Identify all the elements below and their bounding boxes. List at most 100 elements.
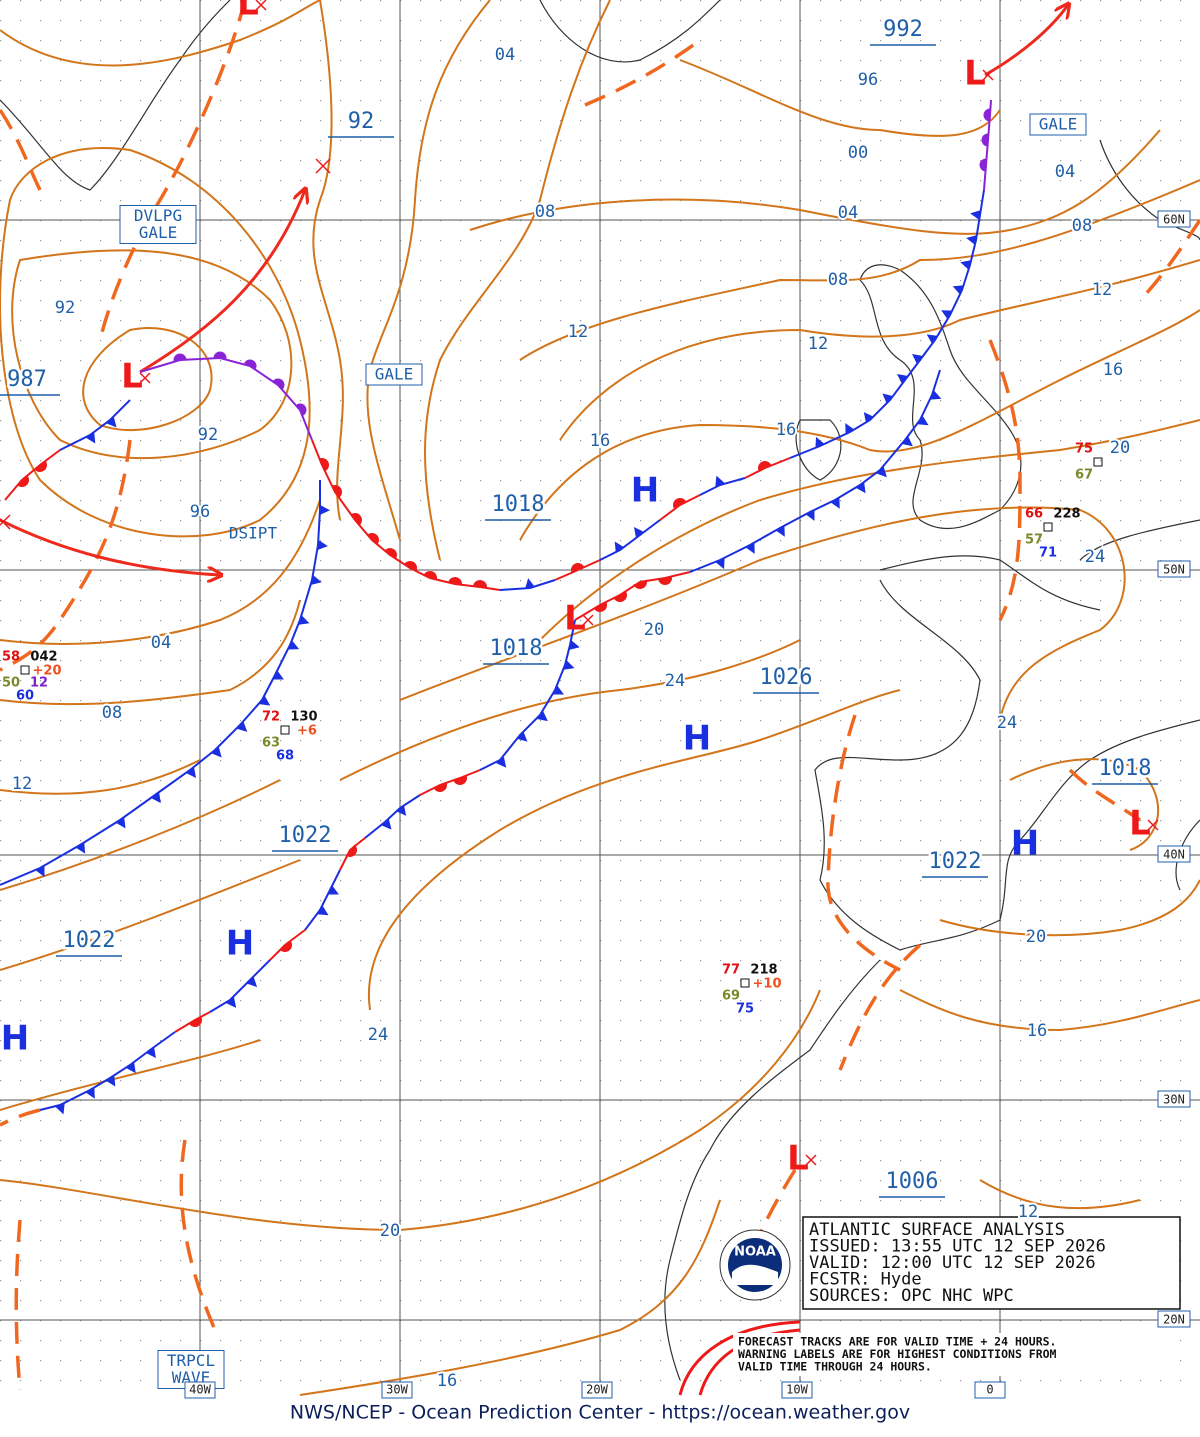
isobar-label: 12 <box>808 334 828 354</box>
isobar-label: 20 <box>644 620 664 640</box>
station-marker <box>1043 522 1053 532</box>
isobar-label: 24 <box>665 671 685 691</box>
lon-box <box>581 1381 613 1399</box>
lat-box <box>1157 210 1191 228</box>
station-marker <box>20 665 30 675</box>
warning-box <box>119 205 197 244</box>
station-dewpoint: 69 <box>722 989 740 1004</box>
isobar-label: 12 <box>12 774 32 794</box>
station-extra: 12 <box>30 676 48 691</box>
station-temp: 66 <box>1025 507 1043 522</box>
longitude-label: 30W <box>386 1383 408 1397</box>
track-end <box>0 514 11 527</box>
low-x <box>139 372 151 384</box>
station-sea: 75 <box>736 1002 754 1017</box>
isobar-label: 16 <box>1027 1021 1047 1041</box>
forecast-note: FORECAST TRACKS ARE FOR VALID TIME + 24 … <box>738 1335 1057 1349</box>
footer: NWS/NCEP - Ocean Prediction Center - htt… <box>290 1402 910 1424</box>
low-center: L <box>237 0 259 24</box>
isobar-label: 20 <box>1110 438 1130 458</box>
isobar-label: 08 <box>1072 216 1092 236</box>
warning-box <box>1029 113 1087 136</box>
lon-box <box>184 1381 216 1399</box>
low-center: L <box>121 357 143 397</box>
warning-label: DVLPG <box>134 206 182 225</box>
lon-box <box>781 1381 813 1399</box>
lat-box <box>1157 1310 1191 1328</box>
pressure-center: 92 <box>348 109 375 134</box>
analysis-info: ISSUED: 13:55 UTC 12 SEP 2026 <box>809 1237 1106 1257</box>
pressure-center: 1018 <box>490 636 543 661</box>
pressure-center: 992 <box>883 17 923 42</box>
station-marker <box>740 978 750 988</box>
low-x <box>1147 819 1159 831</box>
latitude-label: 50N <box>1163 563 1185 577</box>
warning-label: GALE <box>375 365 414 384</box>
isobar-label: 12 <box>568 322 588 342</box>
longitude-label: 0 <box>986 1383 993 1397</box>
station-tendency: +20 <box>33 664 62 679</box>
warning-box <box>365 363 423 386</box>
analysis-info: ATLANTIC SURFACE ANALYSIS <box>809 1220 1065 1240</box>
warning-label: GALE <box>139 223 178 242</box>
isobar-label: 00 <box>848 143 868 163</box>
station-temp: 77 <box>722 963 740 978</box>
warning-label: GALE <box>1039 115 1078 134</box>
station-sea: 60 <box>16 689 34 704</box>
lat-box <box>1157 560 1191 578</box>
station-dewpoint: 57 <box>1025 533 1043 548</box>
isobar-label: 16 <box>437 1371 457 1391</box>
low-center: L <box>1129 804 1151 844</box>
station-tendency: +10 <box>753 977 782 992</box>
info-box <box>719 1216 1181 1376</box>
isobar-label: 04 <box>151 633 171 653</box>
forecast-note: VALID TIME THROUGH 24 HOURS. <box>738 1360 932 1374</box>
low-center: L <box>564 599 586 639</box>
pressure-center: 1018 <box>492 492 545 517</box>
isobar-label: 20 <box>1026 927 1046 947</box>
longitude-label: 10W <box>786 1383 808 1397</box>
station-pressure: 042 <box>30 650 57 665</box>
station-dewpoint: 63 <box>262 736 280 751</box>
longitude-label: 20W <box>586 1383 608 1397</box>
forecast-note: WARNING LABELS ARE FOR HIGHEST CONDITION… <box>738 1347 1057 1361</box>
isobar-label: 24 <box>1085 547 1105 567</box>
isobar-label: 04 <box>495 45 515 65</box>
pressure-center: 1026 <box>760 665 813 690</box>
isobar-label: 92 <box>198 425 218 445</box>
latitude-label: 20N <box>1163 1313 1185 1327</box>
station-pressure: 228 <box>1053 507 1080 522</box>
pressure-center: 1022 <box>63 928 116 953</box>
isobar-label: 96 <box>858 70 878 90</box>
station-dewpoint: 67 <box>1075 468 1093 483</box>
fronts <box>0 99 992 1115</box>
analysis-info: VALID: 12:00 UTC 12 SEP 2026 <box>809 1253 1096 1273</box>
station-sea: 71 <box>1039 546 1057 561</box>
analysis-info: SOURCES: OPC NHC WPC <box>809 1286 1014 1306</box>
warning-label: DSIPT <box>229 524 278 543</box>
isobar-label: 24 <box>997 713 1017 733</box>
pressure-center: 1018 <box>1099 756 1152 781</box>
pressure-center: 987 <box>7 367 47 392</box>
isobar-label: 16 <box>776 420 796 440</box>
station-pressure: 218 <box>750 963 777 978</box>
low-x <box>582 614 594 626</box>
lon-box <box>381 1381 413 1399</box>
isobar-label: 08 <box>535 202 555 222</box>
isobar-label: 16 <box>590 431 610 451</box>
latitude-label: 30N <box>1163 1093 1185 1107</box>
latitude-label: 60N <box>1163 213 1185 227</box>
lat-box <box>1157 1090 1191 1108</box>
track-end <box>315 158 331 174</box>
station-marker <box>280 725 290 735</box>
high-center: H <box>1011 824 1039 864</box>
station-temp: 58 <box>2 650 20 665</box>
low-x <box>805 1154 817 1166</box>
analysis-info: FCSTR: Hyde <box>809 1270 922 1290</box>
station-temp: 72 <box>262 710 280 725</box>
isobar-label: 08 <box>102 703 122 723</box>
isobar-label: 96 <box>190 502 210 522</box>
pressure-center: 1006 <box>886 1169 939 1194</box>
isobar-label: 92 <box>55 298 75 318</box>
